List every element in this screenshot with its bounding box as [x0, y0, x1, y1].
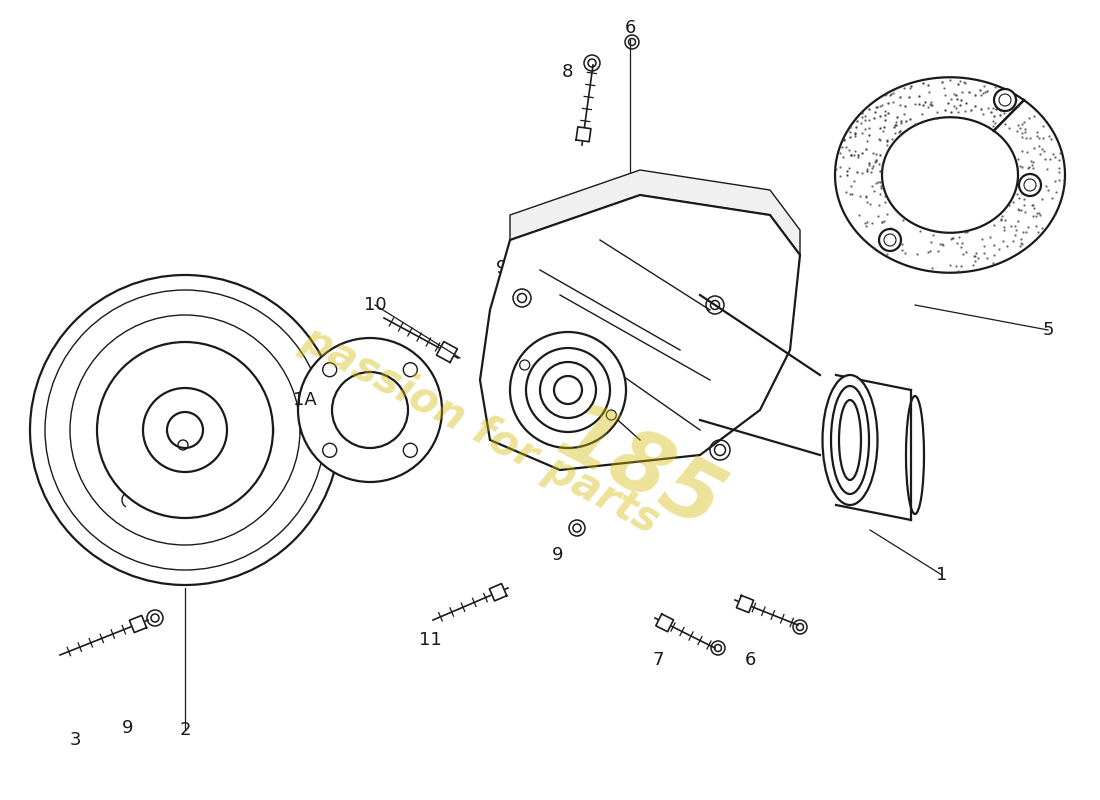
Circle shape: [526, 348, 610, 432]
Ellipse shape: [298, 338, 442, 482]
Circle shape: [606, 410, 616, 420]
Text: 2: 2: [179, 721, 190, 739]
Circle shape: [404, 362, 417, 377]
Text: 9: 9: [552, 546, 563, 564]
Circle shape: [322, 443, 337, 458]
Ellipse shape: [839, 400, 861, 480]
Circle shape: [999, 94, 1011, 106]
Ellipse shape: [906, 396, 924, 514]
Text: 185: 185: [544, 394, 736, 546]
Polygon shape: [490, 583, 507, 601]
Polygon shape: [737, 595, 754, 613]
Text: 1A: 1A: [293, 391, 317, 409]
Circle shape: [884, 234, 896, 246]
Text: 9: 9: [122, 719, 134, 737]
Circle shape: [879, 229, 901, 251]
Circle shape: [519, 360, 530, 370]
Text: 7: 7: [652, 651, 663, 669]
Polygon shape: [130, 615, 146, 633]
Text: 10: 10: [364, 296, 386, 314]
Text: 6: 6: [625, 19, 636, 37]
Circle shape: [322, 362, 337, 377]
Text: 6: 6: [745, 651, 756, 669]
Circle shape: [1019, 174, 1041, 196]
Ellipse shape: [332, 372, 408, 448]
Circle shape: [404, 443, 417, 458]
Circle shape: [994, 89, 1016, 111]
Text: 8: 8: [561, 63, 573, 81]
Text: 11: 11: [419, 631, 441, 649]
Polygon shape: [480, 195, 800, 470]
Circle shape: [554, 376, 582, 404]
Polygon shape: [576, 127, 591, 142]
Text: 1: 1: [936, 566, 948, 584]
Ellipse shape: [823, 375, 878, 505]
Text: passion for parts: passion for parts: [294, 318, 667, 542]
Polygon shape: [656, 614, 673, 632]
Polygon shape: [510, 170, 800, 255]
Text: 5: 5: [1043, 321, 1054, 339]
Text: 3: 3: [69, 731, 80, 749]
Circle shape: [540, 362, 596, 418]
Circle shape: [1024, 179, 1036, 191]
Polygon shape: [437, 342, 458, 362]
Text: 9: 9: [496, 259, 508, 277]
Circle shape: [510, 332, 626, 448]
Ellipse shape: [830, 386, 869, 494]
